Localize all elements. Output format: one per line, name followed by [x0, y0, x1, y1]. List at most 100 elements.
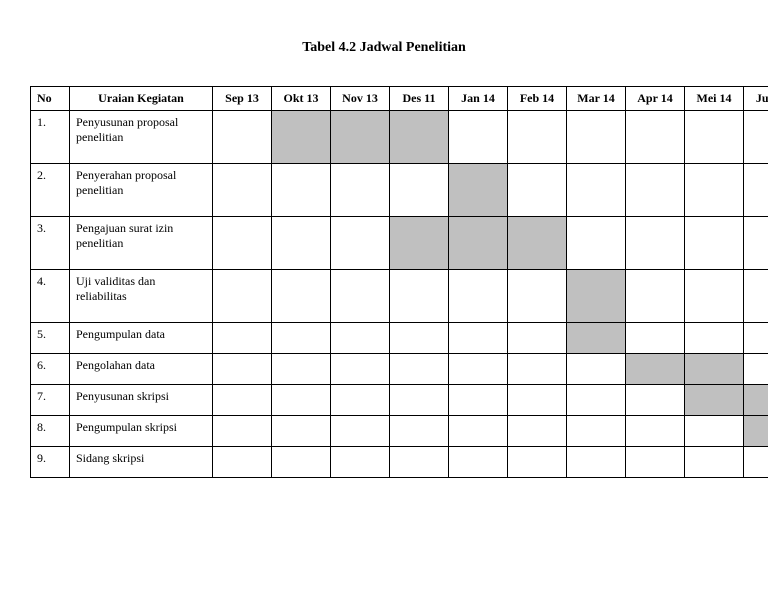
month-cell: [626, 447, 685, 478]
month-cell: [449, 447, 508, 478]
schedule-table: No Uraian Kegiatan Sep 13 Okt 13 Nov 13 …: [30, 86, 768, 478]
header-month-1: Okt 13: [272, 87, 331, 111]
row-activity: Pengumpulan skripsi: [70, 416, 213, 447]
row-no: 9.: [31, 447, 70, 478]
header-month-4: Jan 14: [449, 87, 508, 111]
month-cell: [331, 385, 390, 416]
row-no: 5.: [31, 323, 70, 354]
month-cell: [567, 111, 626, 164]
month-cell: [449, 416, 508, 447]
month-cell: [685, 164, 744, 217]
month-cell: [744, 217, 768, 270]
month-cell: [272, 164, 331, 217]
row-activity: Penyerahan proposal penelitian: [70, 164, 213, 217]
month-cell: [272, 416, 331, 447]
month-cell: [685, 447, 744, 478]
month-cell: [331, 111, 390, 164]
month-cell: [744, 270, 768, 323]
month-cell: [567, 323, 626, 354]
month-cell: [213, 217, 272, 270]
month-cell: [449, 164, 508, 217]
row-no: 2.: [31, 164, 70, 217]
month-cell: [567, 416, 626, 447]
month-cell: [567, 270, 626, 323]
row-activity: Pengajuan surat izin penelitian: [70, 217, 213, 270]
month-cell: [626, 270, 685, 323]
header-month-9: Jun 14: [744, 87, 768, 111]
month-cell: [567, 354, 626, 385]
month-cell: [508, 164, 567, 217]
month-cell: [213, 323, 272, 354]
month-cell: [390, 323, 449, 354]
row-no: 8.: [31, 416, 70, 447]
table-title: Tabel 4.2 Jadwal Penelitian: [30, 40, 738, 56]
month-cell: [744, 111, 768, 164]
row-no: 4.: [31, 270, 70, 323]
month-cell: [508, 323, 567, 354]
month-cell: [508, 217, 567, 270]
month-cell: [685, 416, 744, 447]
month-cell: [331, 416, 390, 447]
month-cell: [449, 323, 508, 354]
month-cell: [272, 217, 331, 270]
month-cell: [626, 354, 685, 385]
table-row: 3.Pengajuan surat izin penelitian: [31, 217, 768, 270]
row-no: 1.: [31, 111, 70, 164]
month-cell: [567, 217, 626, 270]
row-no: 3.: [31, 217, 70, 270]
month-cell: [213, 416, 272, 447]
month-cell: [390, 447, 449, 478]
month-cell: [390, 385, 449, 416]
header-month-7: Apr 14: [626, 87, 685, 111]
month-cell: [626, 385, 685, 416]
month-cell: [331, 217, 390, 270]
month-cell: [213, 164, 272, 217]
month-cell: [685, 385, 744, 416]
month-cell: [508, 447, 567, 478]
month-cell: [744, 447, 768, 478]
month-cell: [508, 416, 567, 447]
month-cell: [390, 354, 449, 385]
month-cell: [331, 323, 390, 354]
month-cell: [272, 323, 331, 354]
row-activity: Pengumpulan data: [70, 323, 213, 354]
header-month-3: Des 11: [390, 87, 449, 111]
month-cell: [508, 354, 567, 385]
row-activity: Pengolahan data: [70, 354, 213, 385]
table-row: 1.Penyusunan proposal penelitian: [31, 111, 768, 164]
month-cell: [272, 270, 331, 323]
month-cell: [508, 385, 567, 416]
header-month-8: Mei 14: [685, 87, 744, 111]
month-cell: [685, 270, 744, 323]
month-cell: [390, 164, 449, 217]
month-cell: [272, 447, 331, 478]
month-cell: [744, 385, 768, 416]
month-cell: [449, 217, 508, 270]
header-month-6: Mar 14: [567, 87, 626, 111]
month-cell: [685, 323, 744, 354]
table-row: 7.Penyusunan skripsi: [31, 385, 768, 416]
month-cell: [508, 270, 567, 323]
table-row: 6.Pengolahan data: [31, 354, 768, 385]
month-cell: [213, 385, 272, 416]
month-cell: [744, 164, 768, 217]
month-cell: [213, 447, 272, 478]
header-month-0: Sep 13: [213, 87, 272, 111]
month-cell: [508, 111, 567, 164]
month-cell: [213, 270, 272, 323]
table-row: 4.Uji validitas dan reliabilitas: [31, 270, 768, 323]
header-month-5: Feb 14: [508, 87, 567, 111]
row-no: 6.: [31, 354, 70, 385]
table-row: 2.Penyerahan proposal penelitian: [31, 164, 768, 217]
month-cell: [213, 111, 272, 164]
month-cell: [567, 447, 626, 478]
month-cell: [626, 217, 685, 270]
month-cell: [626, 323, 685, 354]
month-cell: [449, 270, 508, 323]
table-row: 5.Pengumpulan data: [31, 323, 768, 354]
month-cell: [567, 385, 626, 416]
month-cell: [685, 111, 744, 164]
header-no: No: [31, 87, 70, 111]
month-cell: [331, 164, 390, 217]
month-cell: [331, 447, 390, 478]
